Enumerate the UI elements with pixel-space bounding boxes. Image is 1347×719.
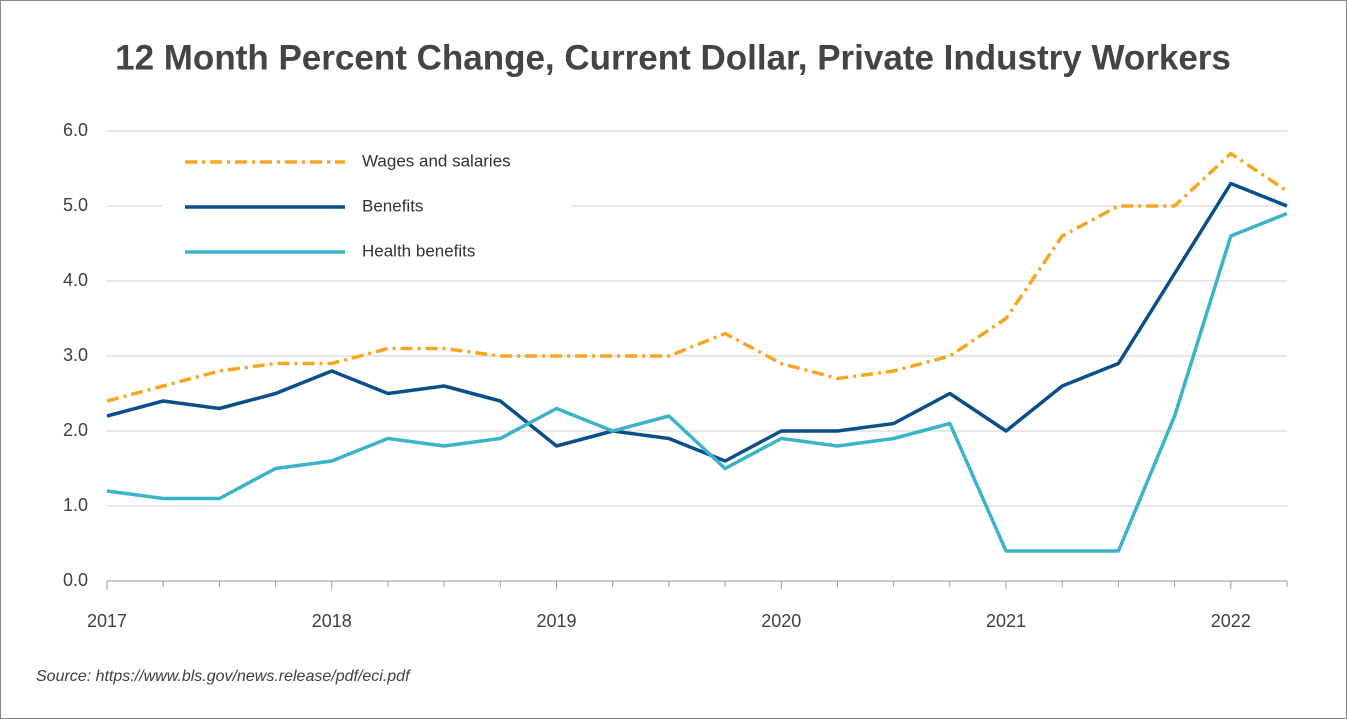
y-tick-label: 6.0 <box>63 120 88 140</box>
series-line <box>106 181 1288 463</box>
y-tick-label: 4.0 <box>63 270 88 290</box>
x-tick-label: 2019 <box>537 611 577 631</box>
series-line <box>106 151 1288 403</box>
y-tick-label: 1.0 <box>63 495 88 515</box>
y-tick-label: 3.0 <box>63 345 88 365</box>
legend-label: Wages and salaries <box>362 151 511 170</box>
x-tick-label: 2017 <box>87 611 127 631</box>
y-tick-label: 5.0 <box>63 195 88 215</box>
series-line <box>106 211 1288 553</box>
x-tick-label: 2020 <box>761 611 801 631</box>
y-tick-label: 0.0 <box>63 570 88 590</box>
source: Source: https://www.bls.gov/news.release… <box>36 668 411 685</box>
legend-label: Health benefits <box>362 241 475 260</box>
x-tick-label: 2022 <box>1211 611 1251 631</box>
x-tick-label: 2021 <box>986 611 1026 631</box>
y-tick-label: 2.0 <box>63 420 88 440</box>
legend-label: Benefits <box>362 196 423 215</box>
x-tick-label: 2018 <box>312 611 352 631</box>
chart-title: 12 Month Percent Change, Current Dollar,… <box>115 38 1231 77</box>
